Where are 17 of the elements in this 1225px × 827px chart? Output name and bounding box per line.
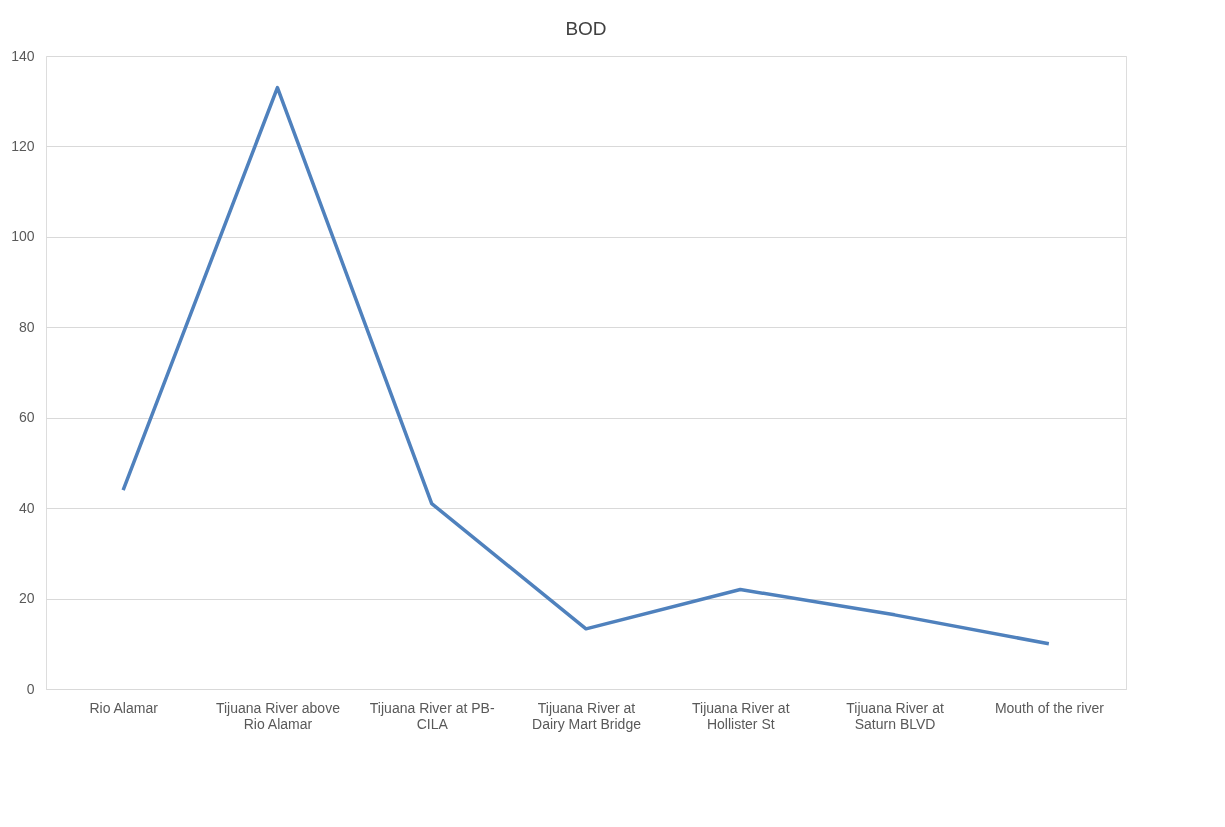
x-tick-label: Tijuana River at PB-CILA [369, 699, 495, 732]
y-tick-label: 140 [11, 47, 35, 64]
y-tick-label: 80 [18, 318, 35, 335]
y-tick-label: 60 [18, 409, 35, 426]
line-series [121, 85, 1051, 646]
y-tick-label: 20 [18, 590, 35, 607]
chart-title: BOD [565, 18, 607, 39]
x-tick-label: Tijuana River at Dairy Mart Bridge [532, 699, 642, 732]
x-tick-label: Rio Alamar [89, 699, 159, 716]
x-tick-label: Tijuana River at Hollister St [692, 699, 790, 732]
x-tick-label: Tijuana River at Saturn BLVD [846, 699, 944, 732]
y-tick-label: 100 [11, 228, 35, 245]
x-tick-label: Mouth of the river [994, 699, 1105, 716]
y-tick-label: 0 [26, 680, 35, 697]
x-tick-label: Tijuana River above Rio Alamar [215, 699, 341, 732]
y-tick-label: 120 [11, 137, 35, 154]
y-tick-label: 40 [18, 499, 35, 516]
